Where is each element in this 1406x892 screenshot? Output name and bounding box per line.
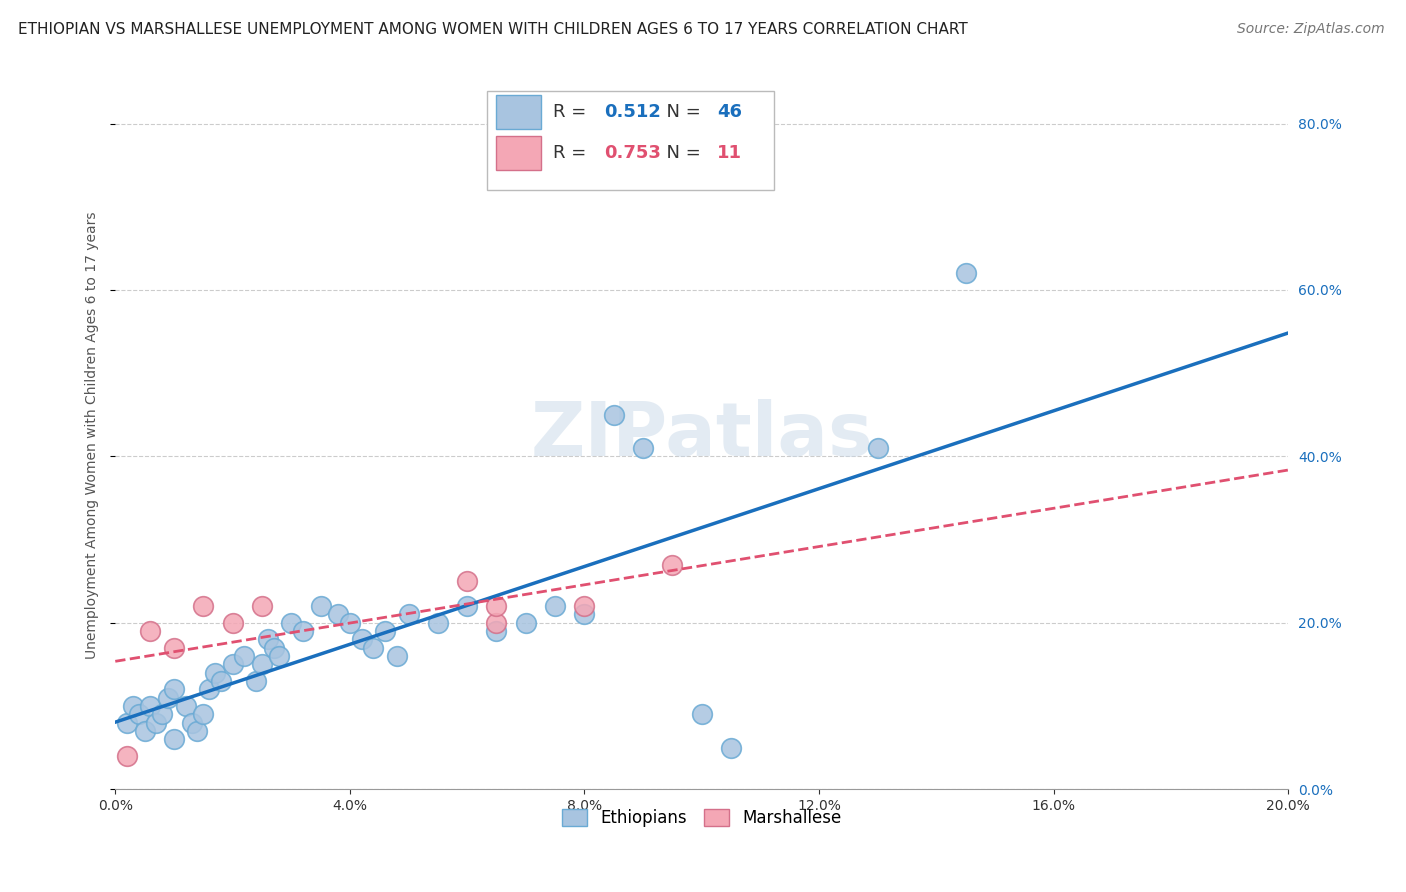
Text: N =: N = xyxy=(655,145,706,162)
Point xyxy=(193,599,215,614)
Point xyxy=(186,723,208,738)
Point xyxy=(221,615,243,630)
Text: 46: 46 xyxy=(717,103,742,121)
Point xyxy=(280,615,302,630)
Point xyxy=(150,707,173,722)
Point xyxy=(180,715,202,730)
Text: N =: N = xyxy=(655,103,706,121)
Point xyxy=(603,408,626,422)
Point xyxy=(198,682,221,697)
Point xyxy=(263,640,285,655)
Bar xyxy=(496,95,541,129)
Point xyxy=(139,698,162,713)
Point xyxy=(121,698,143,713)
Point xyxy=(139,624,162,639)
Point xyxy=(326,607,349,622)
Point xyxy=(485,624,508,639)
Point xyxy=(661,558,683,572)
Point xyxy=(515,615,537,630)
Point xyxy=(256,632,278,647)
Point xyxy=(456,599,478,614)
Point xyxy=(456,574,478,589)
Point xyxy=(250,599,273,614)
Point xyxy=(245,673,267,688)
Point xyxy=(163,640,186,655)
FancyBboxPatch shape xyxy=(486,91,775,190)
Point xyxy=(426,615,449,630)
Point xyxy=(690,707,713,722)
Point xyxy=(339,615,361,630)
Point xyxy=(398,607,420,622)
Text: 0.512: 0.512 xyxy=(605,103,661,121)
Point xyxy=(134,723,156,738)
Text: R =: R = xyxy=(553,103,592,121)
Point xyxy=(193,707,215,722)
Text: Source: ZipAtlas.com: Source: ZipAtlas.com xyxy=(1237,22,1385,37)
Point xyxy=(269,649,291,664)
Point xyxy=(128,707,150,722)
Legend: Ethiopians, Marshallese: Ethiopians, Marshallese xyxy=(555,803,848,834)
Point xyxy=(163,682,186,697)
Point xyxy=(233,649,256,664)
Point xyxy=(631,441,654,455)
Point xyxy=(574,599,596,614)
Point xyxy=(204,665,226,680)
Point xyxy=(174,698,197,713)
Point xyxy=(115,715,138,730)
Point xyxy=(291,624,314,639)
Point xyxy=(544,599,567,614)
Text: 0.753: 0.753 xyxy=(605,145,661,162)
Text: ZIPatlas: ZIPatlas xyxy=(530,399,873,472)
Point xyxy=(115,748,138,763)
Y-axis label: Unemployment Among Women with Children Ages 6 to 17 years: Unemployment Among Women with Children A… xyxy=(86,211,100,659)
Point xyxy=(866,441,889,455)
Point xyxy=(209,673,232,688)
Text: R =: R = xyxy=(553,145,592,162)
Point xyxy=(250,657,273,672)
Point xyxy=(221,657,243,672)
Point xyxy=(720,740,742,755)
Point xyxy=(574,607,596,622)
Point xyxy=(485,615,508,630)
Text: ETHIOPIAN VS MARSHALLESE UNEMPLOYMENT AMONG WOMEN WITH CHILDREN AGES 6 TO 17 YEA: ETHIOPIAN VS MARSHALLESE UNEMPLOYMENT AM… xyxy=(18,22,967,37)
Point xyxy=(485,599,508,614)
Bar xyxy=(496,136,541,170)
Point xyxy=(374,624,396,639)
Point xyxy=(145,715,167,730)
Point xyxy=(363,640,385,655)
Point xyxy=(163,732,186,747)
Point xyxy=(955,266,977,280)
Point xyxy=(385,649,408,664)
Point xyxy=(157,690,180,705)
Text: 11: 11 xyxy=(717,145,742,162)
Point xyxy=(350,632,373,647)
Point xyxy=(309,599,332,614)
